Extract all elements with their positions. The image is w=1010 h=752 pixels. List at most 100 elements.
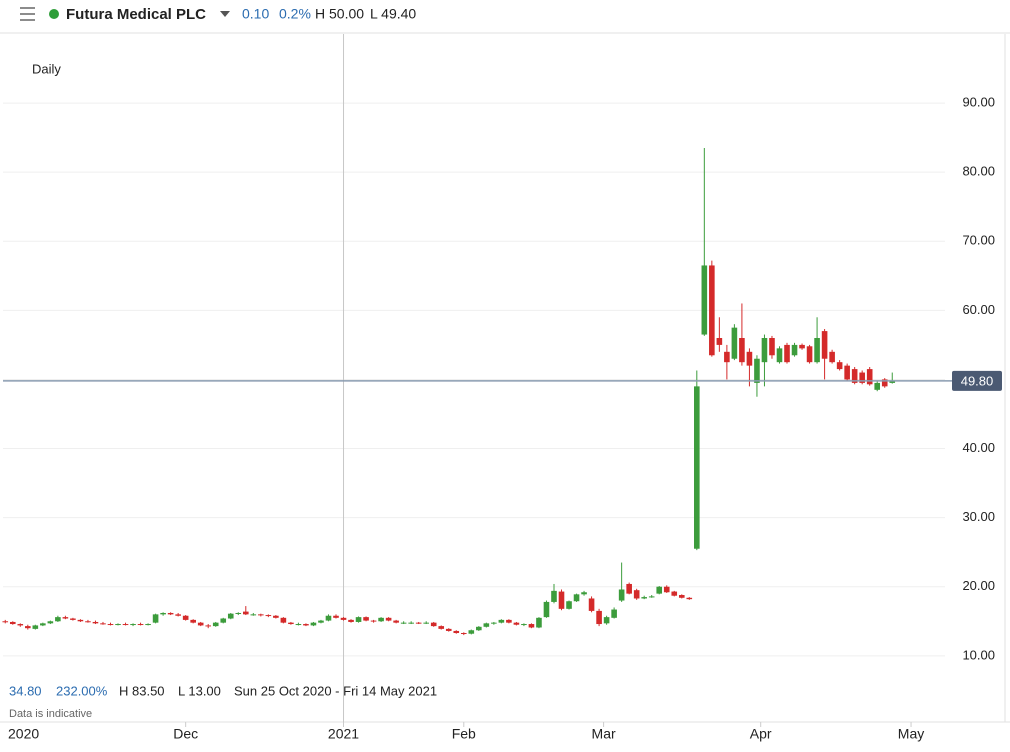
status-dot [49, 9, 59, 19]
candle-body [656, 586, 663, 594]
candle-body [836, 362, 843, 370]
candle-body [483, 623, 490, 627]
candle-body [107, 624, 114, 626]
candle-body [709, 265, 715, 356]
candle-body [340, 617, 347, 620]
candle-body [182, 615, 189, 620]
candle-body [581, 592, 587, 595]
candle-body [784, 344, 790, 363]
candle-body [310, 622, 317, 626]
period-label: Daily [32, 61, 61, 76]
candle-body [460, 633, 467, 635]
candle-body [806, 346, 813, 363]
candle-body [521, 624, 527, 626]
y-tick-label: 20.00 [962, 578, 995, 593]
candle-body [220, 618, 227, 623]
x-tick-label: May [898, 726, 924, 742]
candle-body [303, 624, 309, 626]
candle-body [769, 338, 775, 356]
candle-body [378, 617, 384, 622]
candle-body [288, 622, 294, 625]
candle-body [829, 351, 835, 363]
candle-body [881, 379, 888, 387]
candle-body [430, 622, 437, 627]
low: L 49.40 [370, 6, 416, 22]
candle-body [47, 621, 54, 624]
candle-body [318, 620, 324, 623]
instrument-name[interactable]: Futura Medical PLC [66, 6, 206, 23]
candle-body [506, 619, 512, 623]
candle-body [212, 622, 219, 627]
candle-body [498, 619, 505, 623]
candle-body [152, 614, 159, 623]
candle-body [671, 591, 678, 596]
candle-body [716, 338, 723, 345]
candle-body [603, 617, 610, 624]
y-tick-label: 60.00 [962, 302, 995, 317]
change-pct: 0.2% [279, 6, 311, 22]
candle-body [145, 624, 151, 626]
candle-body [85, 621, 91, 623]
candle-body [393, 620, 399, 623]
candle-body [536, 617, 542, 628]
candle-body [70, 618, 76, 620]
y-tick-label: 40.00 [962, 440, 995, 455]
candle-body [844, 365, 850, 380]
summary-change: 34.80 [9, 683, 42, 698]
candle-body [694, 386, 700, 549]
y-tick-label: 90.00 [962, 95, 995, 110]
candle-body [551, 590, 557, 602]
candle-body [814, 338, 820, 363]
candle-body [611, 609, 617, 618]
candle-body [17, 624, 24, 626]
candle-body [137, 624, 144, 626]
last-price-label: 49.80 [961, 373, 994, 388]
candle-body [32, 625, 39, 629]
candle-body [588, 598, 595, 611]
summary-high: H 83.50 [119, 683, 165, 698]
candle-body [476, 626, 482, 631]
candle-body [641, 597, 647, 599]
candle-body [468, 630, 475, 634]
menu-icon[interactable] [20, 7, 35, 21]
last-price-box [952, 370, 1002, 391]
candle-body [491, 622, 497, 624]
candle-body [197, 622, 204, 626]
candle-body [190, 619, 196, 623]
candle-body [423, 622, 430, 624]
candle-body [242, 611, 249, 615]
candle-body [40, 623, 46, 626]
x-tick-label: Apr [750, 726, 772, 742]
candle-body [167, 612, 174, 615]
candle-body [265, 615, 272, 617]
candle-body [724, 351, 730, 363]
candle-body [618, 589, 625, 601]
candle-body [648, 596, 655, 598]
candle-body [77, 619, 84, 622]
dropdown-arrow[interactable] [220, 11, 230, 17]
candle-body [370, 620, 377, 622]
candle-body [385, 617, 392, 621]
candle-body [92, 621, 99, 624]
candle-body [2, 621, 9, 623]
candle-body [355, 617, 362, 622]
candle-body [746, 351, 753, 366]
candle-body [663, 586, 670, 593]
candle-body [799, 344, 805, 349]
candle-body [122, 624, 129, 626]
summary-range: Sun 25 Oct 2020 - Fri 14 May 2021 [234, 683, 437, 698]
candle-body [100, 623, 106, 625]
candle-body [400, 622, 407, 624]
candle-body [55, 617, 61, 622]
candle-body [633, 590, 640, 599]
candle-body [415, 622, 422, 624]
candle-body [596, 610, 602, 625]
x-tick-label: Mar [592, 726, 616, 742]
candle-body [739, 338, 745, 363]
candle-body [543, 601, 550, 618]
candle-body [325, 615, 332, 621]
candle-body [250, 614, 257, 616]
candle-body [175, 614, 181, 616]
candle-body [626, 583, 632, 594]
candle-body [25, 626, 31, 629]
